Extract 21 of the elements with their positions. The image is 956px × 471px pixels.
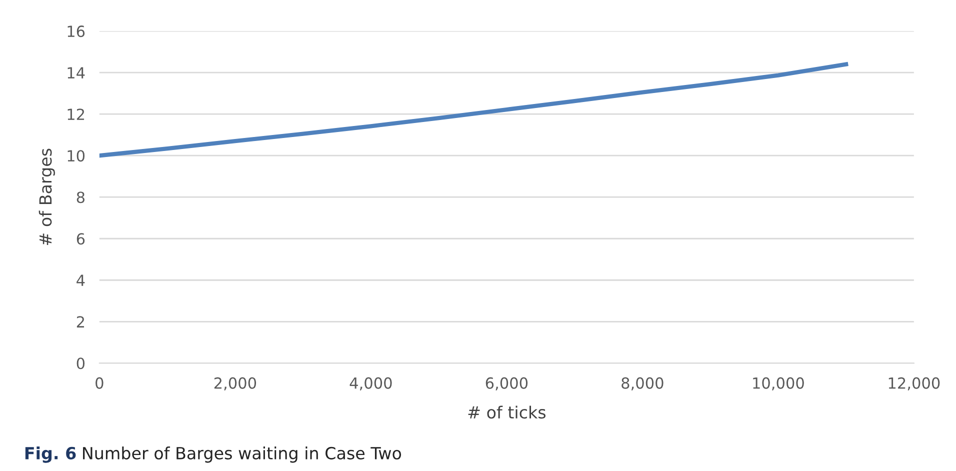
- y-tick-label: 6: [76, 233, 85, 245]
- y-axis-title: # of Barges: [38, 148, 55, 246]
- y-tick-label: 4: [76, 274, 85, 286]
- y-tick-label: 16: [68, 26, 85, 38]
- x-tick-label: 4,000: [350, 377, 392, 390]
- y-tick-label: 2: [76, 316, 84, 328]
- x-tick-label: 0: [96, 377, 104, 389]
- x-tick-label: 8,000: [622, 377, 664, 390]
- x-tick-label: 12,000: [888, 377, 940, 390]
- x-tick-label: 2,000: [214, 377, 256, 390]
- y-tick-label: 12: [68, 108, 84, 120]
- y-tick-label: 0: [76, 358, 85, 370]
- caption: Fig. 6: [25, 446, 76, 463]
- line-series: [99, 62, 848, 158]
- x-axis-title: # of ticks: [468, 406, 546, 419]
- text: Number of Barges waiting in Case Two: [83, 446, 402, 463]
- x-tick-label: 10,000: [753, 377, 804, 390]
- y-tick-label: 10: [68, 150, 85, 162]
- y-tick-label: 8: [76, 192, 84, 204]
- x-tick-label: 6,000: [486, 377, 528, 390]
- y-tick-label: 14: [68, 67, 85, 78]
